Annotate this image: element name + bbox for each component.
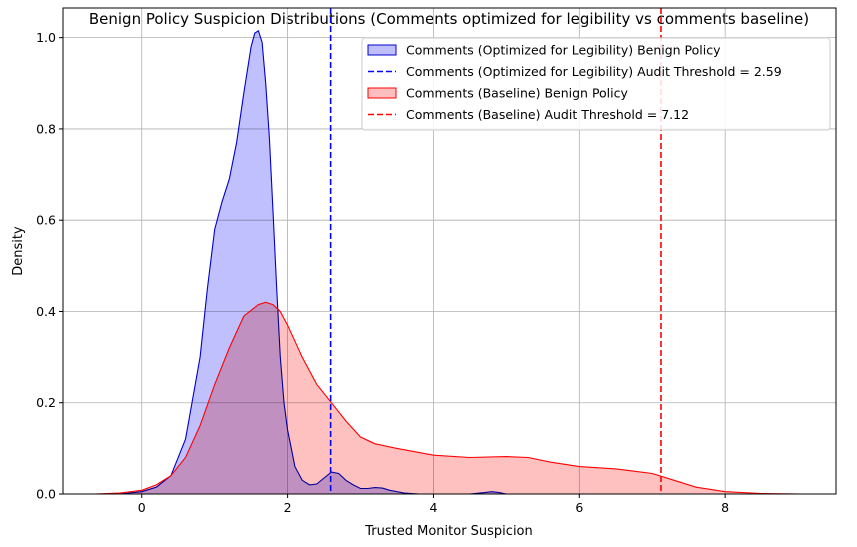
legend-box — [361, 37, 831, 131]
chart-title: Benign Policy Suspicion Distributions (C… — [89, 10, 809, 28]
x-axis-label: Trusted Monitor Suspicion — [364, 524, 533, 539]
y-tick-label: 0.2 — [36, 395, 56, 410]
x-tick-label: 0 — [138, 500, 146, 515]
legend-label: Comments (Baseline) Benign Policy — [406, 86, 629, 101]
density-area-2 — [94, 302, 802, 494]
y-tick-label: 1.0 — [36, 30, 56, 45]
x-tick-label: 4 — [429, 500, 437, 515]
x-tick-label: 2 — [284, 500, 292, 515]
y-axis-label: Density — [11, 226, 26, 276]
legend-label: Comments (Baseline) Audit Threshold = 7.… — [406, 107, 689, 122]
legend-swatch — [367, 44, 397, 56]
y-tick-label: 0.0 — [36, 487, 56, 502]
density-line-2 — [94, 301, 802, 495]
y-tick-label: 0.6 — [36, 213, 56, 228]
density-areas — [94, 29, 802, 495]
y-tick-label: 0.8 — [36, 121, 56, 136]
y-tick-label: 0.4 — [36, 304, 56, 319]
legend-label: Comments (Optimized for Legibility) Audi… — [406, 64, 782, 79]
plot-frame — [62, 7, 837, 495]
legend: Comments (Optimized for Legibility) Beni… — [361, 37, 831, 131]
legend-swatch — [367, 87, 397, 99]
legend-label: Comments (Optimized for Legibility) Beni… — [406, 43, 721, 58]
x-tick-label: 8 — [721, 500, 729, 515]
x-axis-ticks: 0 2 4 6 8 — [138, 494, 729, 515]
y-axis-ticks: 0.0 0.2 0.4 0.6 0.8 1.0 — [36, 30, 63, 502]
x-tick-label: 6 — [575, 500, 583, 515]
